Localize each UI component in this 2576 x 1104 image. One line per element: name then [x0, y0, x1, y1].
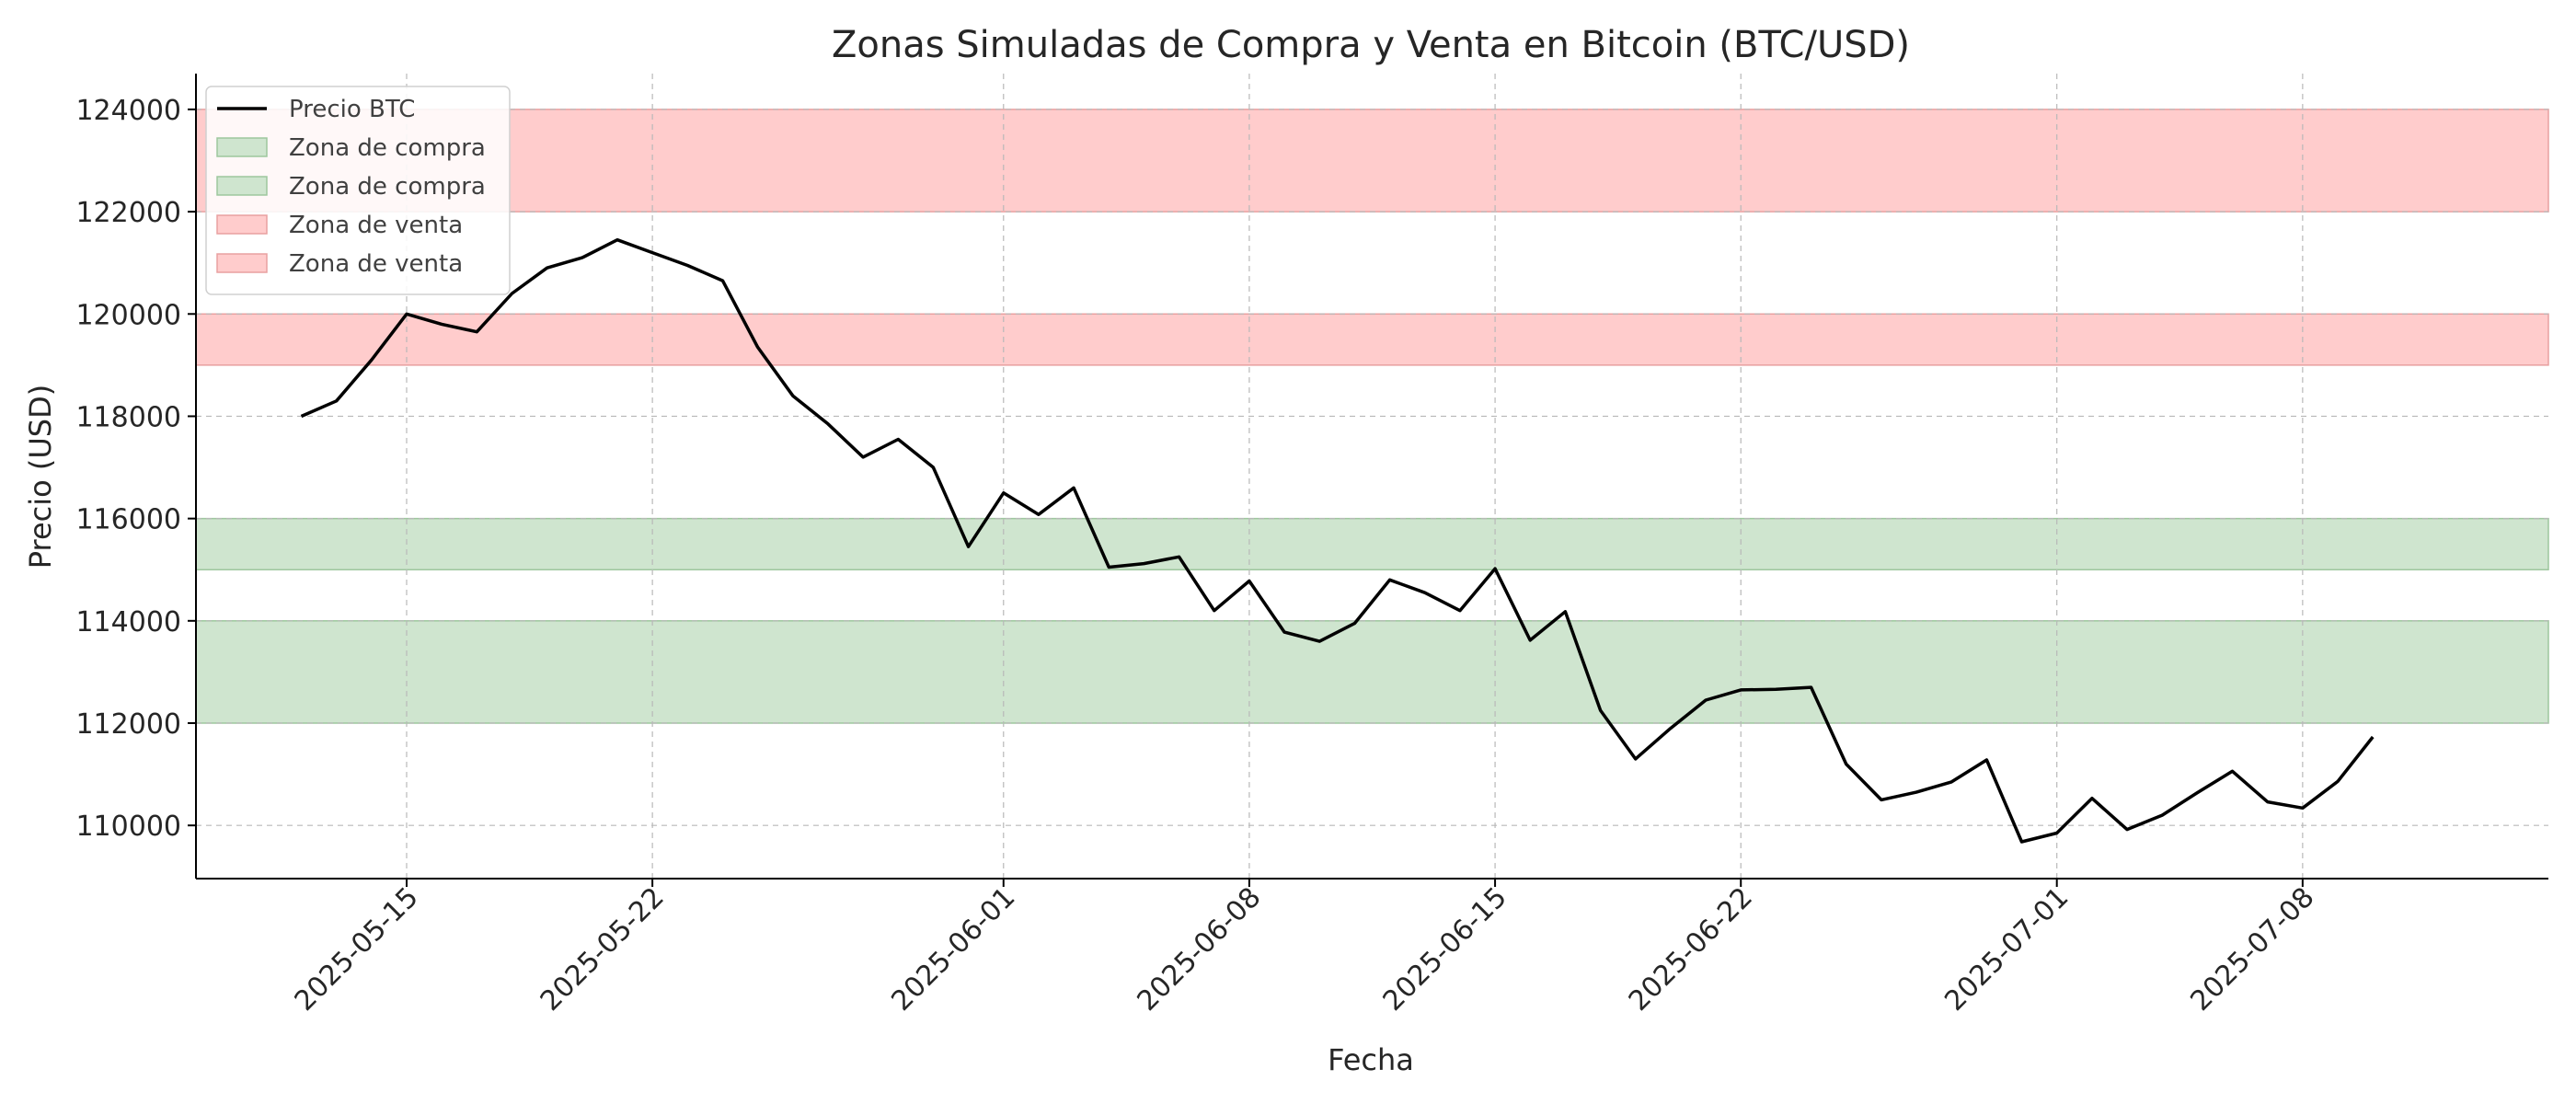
y-tick-label: 116000 — [75, 504, 181, 536]
legend-label: Zona de compra — [289, 173, 486, 201]
legend: Precio BTC Zona de compra Zona de compra Zo… — [205, 86, 511, 295]
legend-label: Zona de compra — [289, 134, 486, 162]
x-tick-label: 2025-06-01 — [885, 881, 1021, 1018]
y-tick-label: 110000 — [75, 811, 181, 843]
zone-band-1 — [195, 620, 2549, 724]
legend-label: Zona de venta — [289, 212, 463, 239]
x-tick-label: 2025-05-22 — [535, 881, 671, 1018]
x-tick-label: 2025-06-15 — [1377, 881, 1513, 1018]
legend-swatch-patch — [216, 253, 268, 273]
y-tick-label: 112000 — [75, 708, 181, 741]
x-tick-label: 2025-07-08 — [2184, 881, 2320, 1018]
x-tick-label: 2025-05-15 — [289, 881, 425, 1018]
legend-swatch-patch — [216, 176, 268, 196]
y-tick-label: 118000 — [75, 401, 181, 433]
x-tick-label: 2025-07-01 — [1938, 881, 2075, 1018]
legend-label: Zona de venta — [289, 250, 463, 278]
legend-frame — [205, 86, 511, 295]
y-tick-label: 124000 — [75, 95, 181, 127]
zone-band-2 — [195, 109, 2549, 213]
legend-swatch-patch — [216, 137, 268, 157]
series-layer — [300, 237, 2375, 844]
y-tick-label: 122000 — [75, 197, 181, 229]
x-tick-label: 2025-06-08 — [1132, 881, 1268, 1018]
axes-layer — [195, 74, 2548, 880]
legend-swatch-patch — [216, 214, 268, 235]
series-line-0 — [300, 237, 2375, 844]
zone-band-3 — [195, 313, 2549, 366]
y-tick-label: 120000 — [75, 299, 181, 331]
chart-title: Zonas Simuladas de Compra y Venta en Bit… — [832, 24, 1910, 66]
x-tick-label: 2025-06-22 — [1623, 881, 1759, 1018]
zone-band-0 — [195, 517, 2549, 570]
y-tick-label: 114000 — [75, 606, 181, 638]
y-axis-label: Precio (USD) — [23, 385, 58, 569]
x-axis-label: Fecha — [1328, 1042, 1414, 1077]
legend-label: Precio BTC — [289, 96, 415, 123]
